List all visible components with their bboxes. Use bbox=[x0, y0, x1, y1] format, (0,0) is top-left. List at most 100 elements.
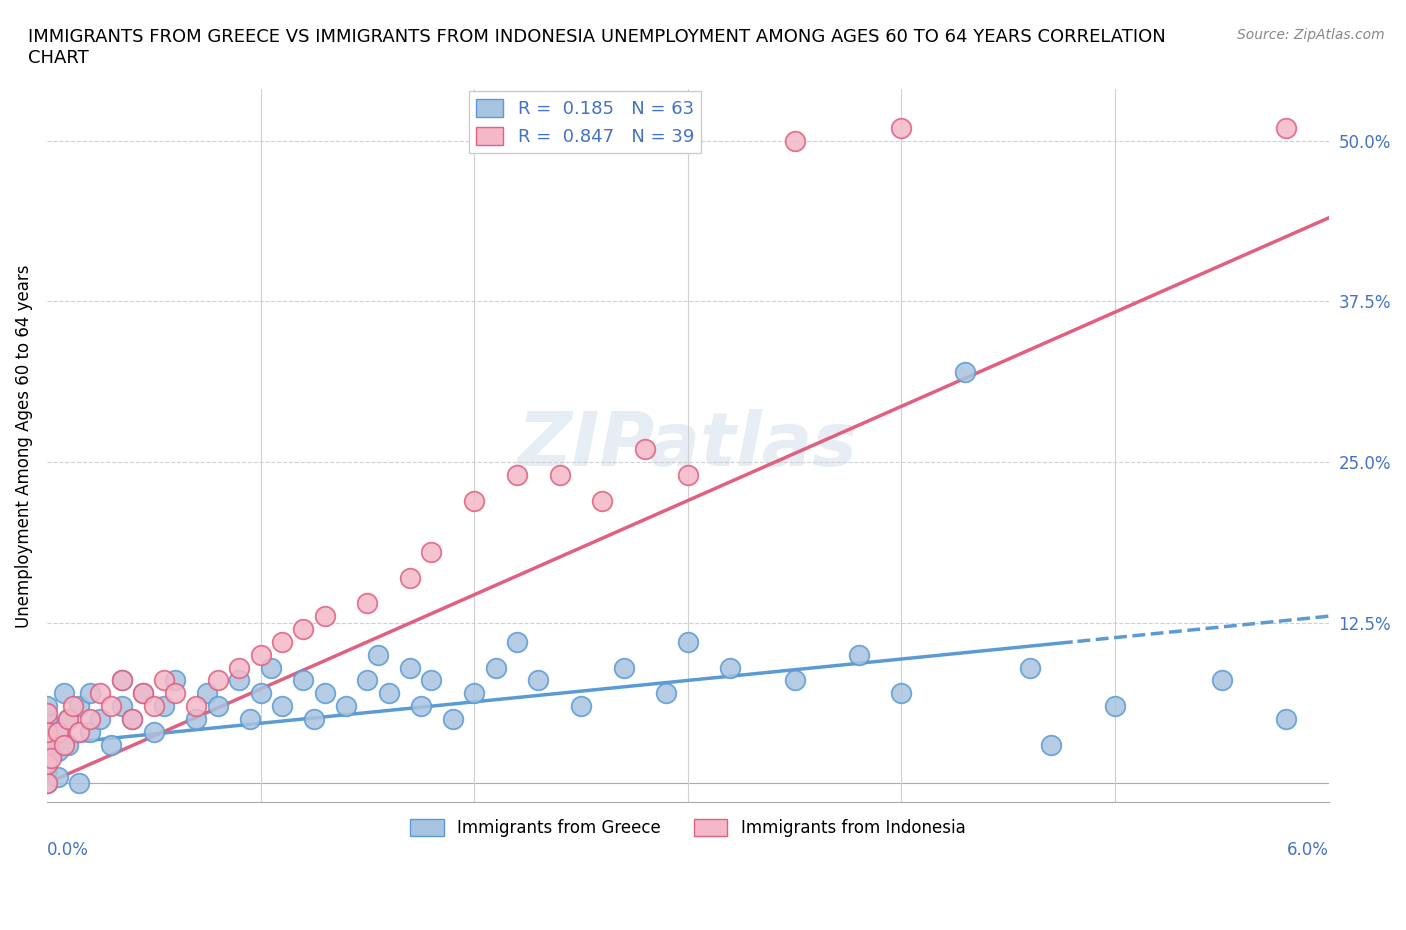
Text: Source: ZipAtlas.com: Source: ZipAtlas.com bbox=[1237, 28, 1385, 42]
Point bbox=[783, 133, 806, 148]
Point bbox=[53, 685, 76, 700]
Point bbox=[35, 737, 58, 752]
Point bbox=[314, 609, 336, 624]
Point bbox=[35, 756, 58, 771]
Point bbox=[420, 673, 443, 688]
Point bbox=[67, 724, 90, 739]
Point bbox=[249, 685, 271, 700]
Point bbox=[89, 711, 111, 726]
Point bbox=[35, 711, 58, 726]
Point bbox=[270, 698, 292, 713]
Point bbox=[153, 698, 176, 713]
Point bbox=[356, 596, 378, 611]
Point bbox=[292, 621, 315, 636]
Point bbox=[1104, 698, 1126, 713]
Point bbox=[186, 698, 208, 713]
Point bbox=[634, 442, 657, 457]
Point bbox=[121, 711, 143, 726]
Point bbox=[100, 737, 122, 752]
Point bbox=[399, 570, 422, 585]
Point bbox=[207, 673, 229, 688]
Point bbox=[228, 660, 250, 675]
Point bbox=[35, 776, 58, 790]
Point bbox=[1018, 660, 1040, 675]
Y-axis label: Unemployment Among Ages 60 to 64 years: Unemployment Among Ages 60 to 64 years bbox=[15, 264, 32, 628]
Point bbox=[111, 698, 134, 713]
Point bbox=[46, 724, 69, 739]
Point bbox=[207, 698, 229, 713]
Point bbox=[239, 711, 262, 726]
Point bbox=[142, 698, 165, 713]
Point bbox=[848, 647, 870, 662]
Point bbox=[35, 763, 58, 777]
Point bbox=[270, 634, 292, 649]
Text: 6.0%: 6.0% bbox=[1286, 841, 1329, 859]
Point bbox=[569, 698, 592, 713]
Point bbox=[463, 493, 485, 508]
Point bbox=[46, 744, 69, 759]
Point bbox=[35, 737, 58, 752]
Point bbox=[420, 544, 443, 559]
Legend: Immigrants from Greece, Immigrants from Indonesia: Immigrants from Greece, Immigrants from … bbox=[404, 813, 972, 844]
Point bbox=[228, 673, 250, 688]
Point bbox=[53, 737, 76, 752]
Point bbox=[89, 685, 111, 700]
Point bbox=[132, 685, 155, 700]
Point bbox=[1211, 673, 1233, 688]
Point bbox=[35, 724, 58, 739]
Point bbox=[527, 673, 550, 688]
Point bbox=[356, 673, 378, 688]
Text: 0.0%: 0.0% bbox=[46, 841, 89, 859]
Point bbox=[260, 660, 283, 675]
Point bbox=[548, 468, 571, 483]
Point bbox=[655, 685, 678, 700]
Point bbox=[58, 737, 80, 752]
Point bbox=[165, 673, 187, 688]
Point bbox=[249, 647, 271, 662]
Point bbox=[1275, 711, 1298, 726]
Point bbox=[484, 660, 506, 675]
Point bbox=[100, 698, 122, 713]
Point bbox=[62, 698, 84, 713]
Point bbox=[153, 673, 176, 688]
Point bbox=[67, 698, 90, 713]
Point bbox=[676, 634, 699, 649]
Point bbox=[613, 660, 636, 675]
Point bbox=[35, 698, 58, 713]
Text: ZIPatlas: ZIPatlas bbox=[517, 409, 858, 483]
Point bbox=[142, 724, 165, 739]
Point bbox=[890, 685, 912, 700]
Point bbox=[165, 685, 187, 700]
Point bbox=[676, 468, 699, 483]
Point bbox=[46, 724, 69, 739]
Point bbox=[441, 711, 464, 726]
Point bbox=[314, 685, 336, 700]
Text: IMMIGRANTS FROM GREECE VS IMMIGRANTS FROM INDONESIA UNEMPLOYMENT AMONG AGES 60 T: IMMIGRANTS FROM GREECE VS IMMIGRANTS FRO… bbox=[28, 28, 1166, 67]
Point bbox=[377, 685, 399, 700]
Point bbox=[195, 685, 218, 700]
Point bbox=[367, 647, 389, 662]
Point bbox=[955, 365, 977, 379]
Point bbox=[186, 711, 208, 726]
Point bbox=[35, 751, 58, 765]
Point bbox=[302, 711, 325, 726]
Point bbox=[58, 711, 80, 726]
Point bbox=[79, 685, 101, 700]
Point bbox=[121, 711, 143, 726]
Point bbox=[132, 685, 155, 700]
Point bbox=[720, 660, 742, 675]
Point bbox=[399, 660, 422, 675]
Point bbox=[409, 698, 432, 713]
Point bbox=[335, 698, 357, 713]
Point bbox=[46, 769, 69, 784]
Point bbox=[1275, 121, 1298, 136]
Point bbox=[35, 776, 58, 790]
Point bbox=[783, 673, 806, 688]
Point bbox=[292, 673, 315, 688]
Point bbox=[591, 493, 613, 508]
Point bbox=[463, 685, 485, 700]
Point bbox=[35, 705, 58, 720]
Point bbox=[111, 673, 134, 688]
Point bbox=[506, 468, 529, 483]
Point bbox=[35, 724, 58, 739]
